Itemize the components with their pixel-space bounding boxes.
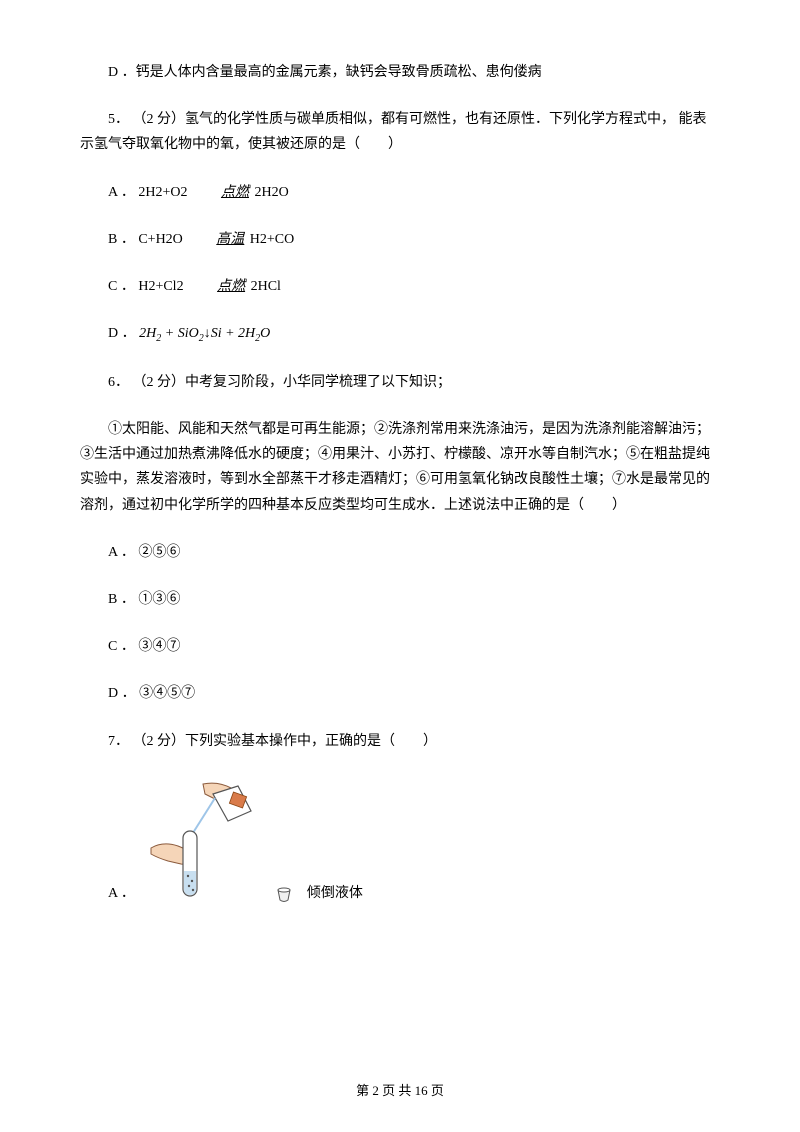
q5-option-a: A ． 2H2+O2 点燃 2H2O [80, 180, 720, 205]
q6-d-text: D ． ③④⑤⑦ [108, 686, 195, 701]
q5-c-prefix: C ． H2+Cl2 [108, 279, 187, 294]
q5-option-c: C ． H2+Cl2 点燃 2HCl [80, 274, 720, 299]
q5-c-suffix: 2HCl [247, 279, 281, 294]
q6-option-b: B ． ①③⑥ [80, 587, 720, 612]
f1: 2H [139, 326, 156, 341]
q5-b-condition: 高温 [186, 227, 246, 252]
q7-stem-text: 7． （2 分）下列实验基本操作中，正确的是（ ） [108, 734, 437, 749]
q5-d-prefix: D ． [108, 326, 139, 341]
f3: + SiO [161, 326, 198, 341]
q6-a-text: A ． ②⑤⑥ [108, 545, 180, 560]
q5-b-suffix: H2+CO [246, 232, 294, 247]
q5-option-b: B ． C+H2O 高温 H2+CO [80, 227, 720, 252]
q6-option-c: C ． ③④⑦ [80, 634, 720, 659]
f5: ↓Si + 2H [204, 326, 255, 341]
page-footer: 第 2 页 共 16 页 [0, 1079, 800, 1102]
q5-b-prefix: B ． C+H2O [108, 232, 186, 247]
page-number: 第 2 页 共 16 页 [356, 1083, 444, 1098]
q5-stem: 5． （2 分）氢气的化学性质与碳单质相似，都有可燃性，也有还原性．下列化学方程… [80, 107, 720, 157]
f7: O [260, 326, 270, 341]
q7-a-prefix: A ． [108, 881, 135, 906]
q7-a-label: 倾倒液体 [307, 881, 363, 906]
q6-body-text: ①太阳能、风能和天然气都是可再生能源；②洗涤剂常用来洗涤油污，是因为洗涤剂能溶解… [80, 422, 710, 513]
q5-a-condition: 点燃 [191, 180, 251, 205]
q6-c-text: C ． ③④⑦ [108, 639, 180, 654]
q6-body: ①太阳能、风能和天然气都是可再生能源；②洗涤剂常用来洗涤油污，是因为洗涤剂能溶解… [80, 417, 720, 518]
stopper-icon [273, 884, 295, 906]
q6-stem: 6． （2 分）中考复习阶段，小华同学梳理了以下知识； [80, 370, 720, 395]
q7-option-a-row: A ． 倾倒液体 [80, 776, 720, 906]
q4-option-d: D ．钙是人体内含量最高的金属元素，缺钙会导致骨质疏松、患佝偻病 [80, 60, 720, 85]
q6-option-d: D ． ③④⑤⑦ [80, 681, 720, 706]
q5-option-d: D ． 2H2 + SiO2↓Si + 2H2O [80, 321, 720, 348]
q5-c-condition: 点燃 [187, 274, 247, 299]
q6-b-text: B ． ①③⑥ [108, 592, 180, 607]
q5-a-prefix: A ． 2H2+O2 [108, 185, 191, 200]
q5-d-formula: 2H2 + SiO2↓Si + 2H2O [139, 326, 270, 341]
q5-stem-text: 5． （2 分）氢气的化学性质与碳单质相似，都有可燃性，也有还原性．下列化学方程… [80, 112, 707, 152]
q6-option-a: A ． ②⑤⑥ [80, 540, 720, 565]
q5-a-suffix: 2H2O [251, 185, 289, 200]
q4-option-d-text: D ．钙是人体内含量最高的金属元素，缺钙会导致骨质疏松、患佝偻病 [108, 65, 542, 80]
q7-stem: 7． （2 分）下列实验基本操作中，正确的是（ ） [80, 729, 720, 754]
pouring-liquid-illustration [143, 776, 253, 906]
q6-stem-text: 6． （2 分）中考复习阶段，小华同学梳理了以下知识； [108, 375, 451, 390]
